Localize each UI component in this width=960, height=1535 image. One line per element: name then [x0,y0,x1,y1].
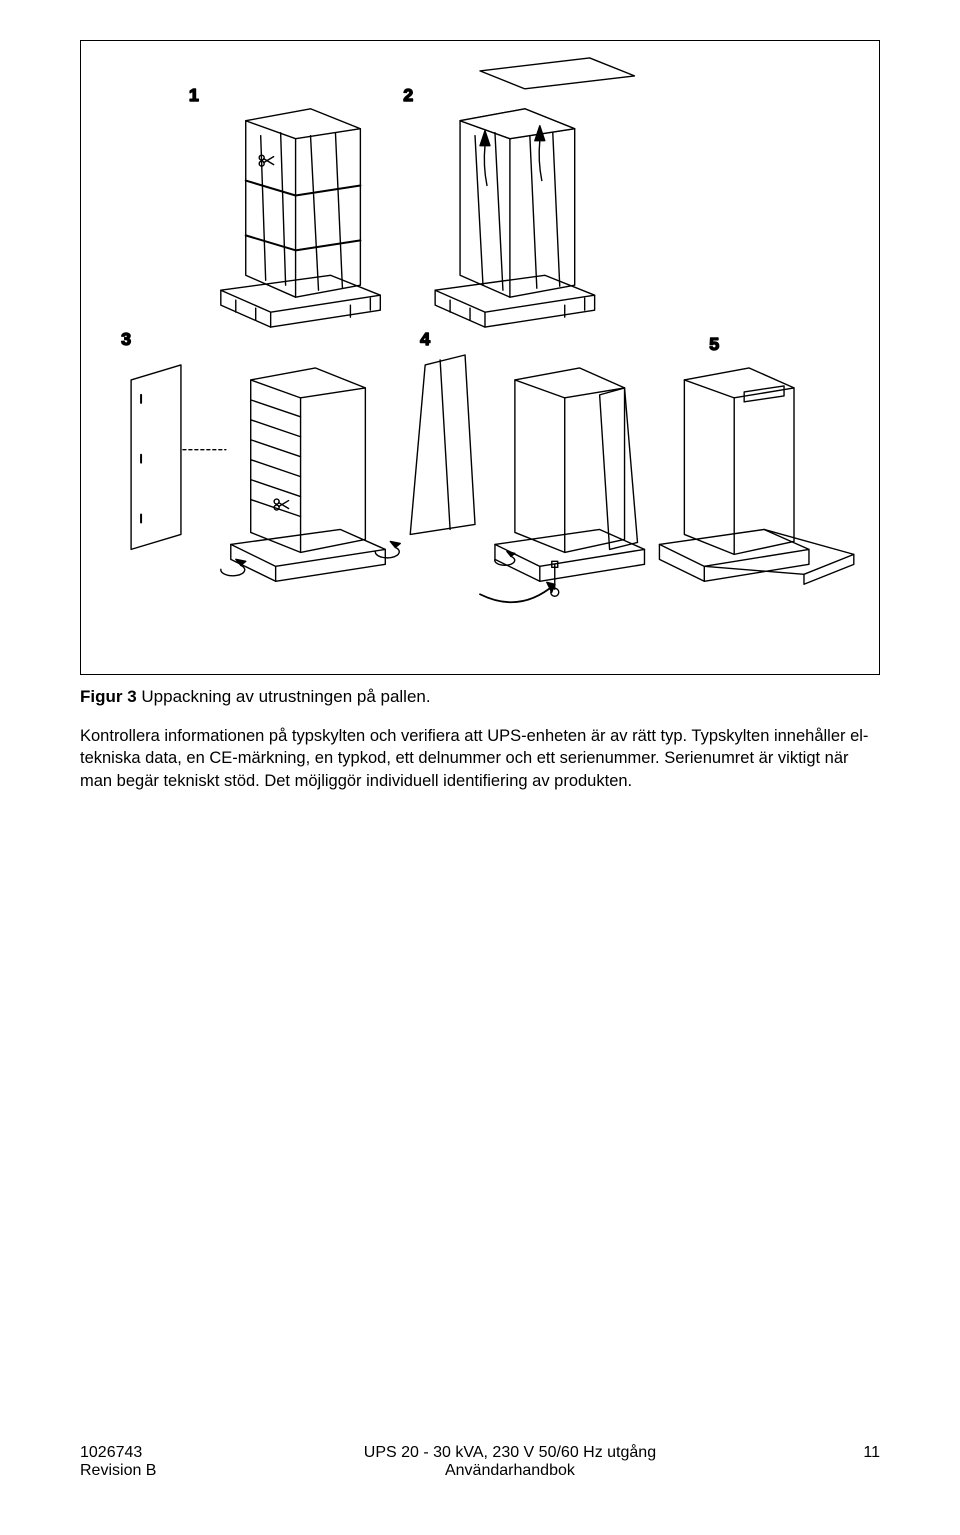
step-label-3: 3 [121,329,131,349]
footer-center: UPS 20 - 30 kVA, 230 V 50/60 Hz utgång A… [364,1444,656,1480]
step-label-5: 5 [709,334,719,354]
footer-manual: Användarhandbok [364,1462,656,1480]
step-label-4: 4 [420,329,430,349]
figure-caption-text: Uppackning av utrustningen på pallen. [137,687,431,706]
footer-product: UPS 20 - 30 kVA, 230 V 50/60 Hz utgång [364,1444,656,1462]
figure-frame: 1 [80,40,880,675]
footer-docnum: 1026743 [80,1444,156,1462]
body-paragraph: Kontrollera informationen på typskylten … [80,725,880,792]
figure-caption: Figur 3 Uppackning av utrustningen på pa… [80,687,880,707]
footer-revision: Revision B [80,1462,156,1480]
unpacking-diagram: 1 [81,41,879,674]
page-footer: 1026743 Revision B UPS 20 - 30 kVA, 230 … [80,1444,880,1480]
figure-number: Figur 3 [80,687,137,706]
footer-page-number: 11 [863,1444,880,1462]
footer-left: 1026743 Revision B [80,1444,156,1480]
step-label-1: 1 [189,85,199,105]
step-label-2: 2 [403,85,413,105]
